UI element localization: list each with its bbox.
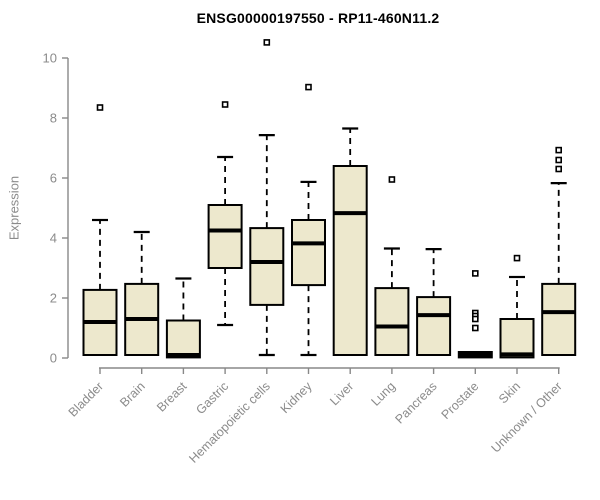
x-tick-label-lung: Lung [368, 379, 398, 409]
iqr-box [499, 318, 535, 359]
box-hematopoietic-cells [249, 39, 285, 357]
y-tick-label: 2 [50, 291, 57, 306]
outlier-point [555, 165, 563, 173]
box-breast [165, 277, 201, 359]
box-lung [374, 176, 410, 357]
iqr-box [207, 204, 243, 269]
iqr-box [332, 165, 368, 356]
y-axis: 0 2 4 6 8 10 [43, 51, 69, 366]
box-prostate [457, 270, 493, 359]
x-tick-label-skin: Skin [496, 379, 523, 406]
outlier-point [305, 83, 312, 91]
x-tick-label-liver: Liver [327, 379, 356, 408]
outlier-point [555, 156, 563, 164]
outlier-point [513, 254, 521, 262]
box-kidney [291, 83, 326, 357]
iqr-box [291, 219, 326, 287]
outlier-point [471, 315, 479, 323]
box-liver [332, 127, 368, 356]
outlier-point [263, 39, 271, 46]
outlier-point [388, 176, 396, 183]
x-tick-label-kidney: Kidney [278, 379, 315, 416]
y-tick-label: 4 [50, 231, 57, 246]
iqr-box [165, 319, 201, 359]
outlier-point [221, 101, 229, 108]
box-skin [499, 254, 535, 359]
x-tick-label-prostate: Prostate [439, 379, 482, 422]
y-tick-label: 8 [50, 111, 57, 126]
box-pancreas [416, 248, 452, 357]
box-unknown-other [541, 146, 577, 356]
x-tick-label-bladder: Bladder [66, 379, 106, 419]
outlier-point [96, 104, 104, 111]
iqr-box [249, 227, 285, 306]
x-tick-label-hematopoietic-cells: Hematopoietic cells [186, 379, 273, 466]
outlier-point [555, 146, 563, 154]
x-tick-label-unknown-other: Unknown / Other [489, 379, 565, 455]
x-tick-label-pancreas: Pancreas [392, 379, 439, 426]
iqr-box [541, 282, 577, 356]
outlier-point [471, 270, 479, 277]
y-tick-label: 0 [50, 351, 57, 366]
y-tick-label: 6 [50, 171, 57, 186]
box-bladder [82, 104, 118, 356]
outlier-point [471, 324, 479, 332]
y-tick-label: 10 [43, 51, 57, 66]
chart-title: ENSG00000197550 - RP11-460N11.2 [196, 10, 440, 26]
box-gastric [207, 101, 243, 327]
iqr-box [416, 296, 452, 357]
x-tick-label-breast: Breast [154, 379, 190, 415]
x-tick-label-gastric: Gastric [193, 379, 231, 417]
iqr-box [374, 287, 410, 357]
x-tick-label-brain: Brain [117, 379, 148, 410]
box-brain [124, 230, 160, 356]
